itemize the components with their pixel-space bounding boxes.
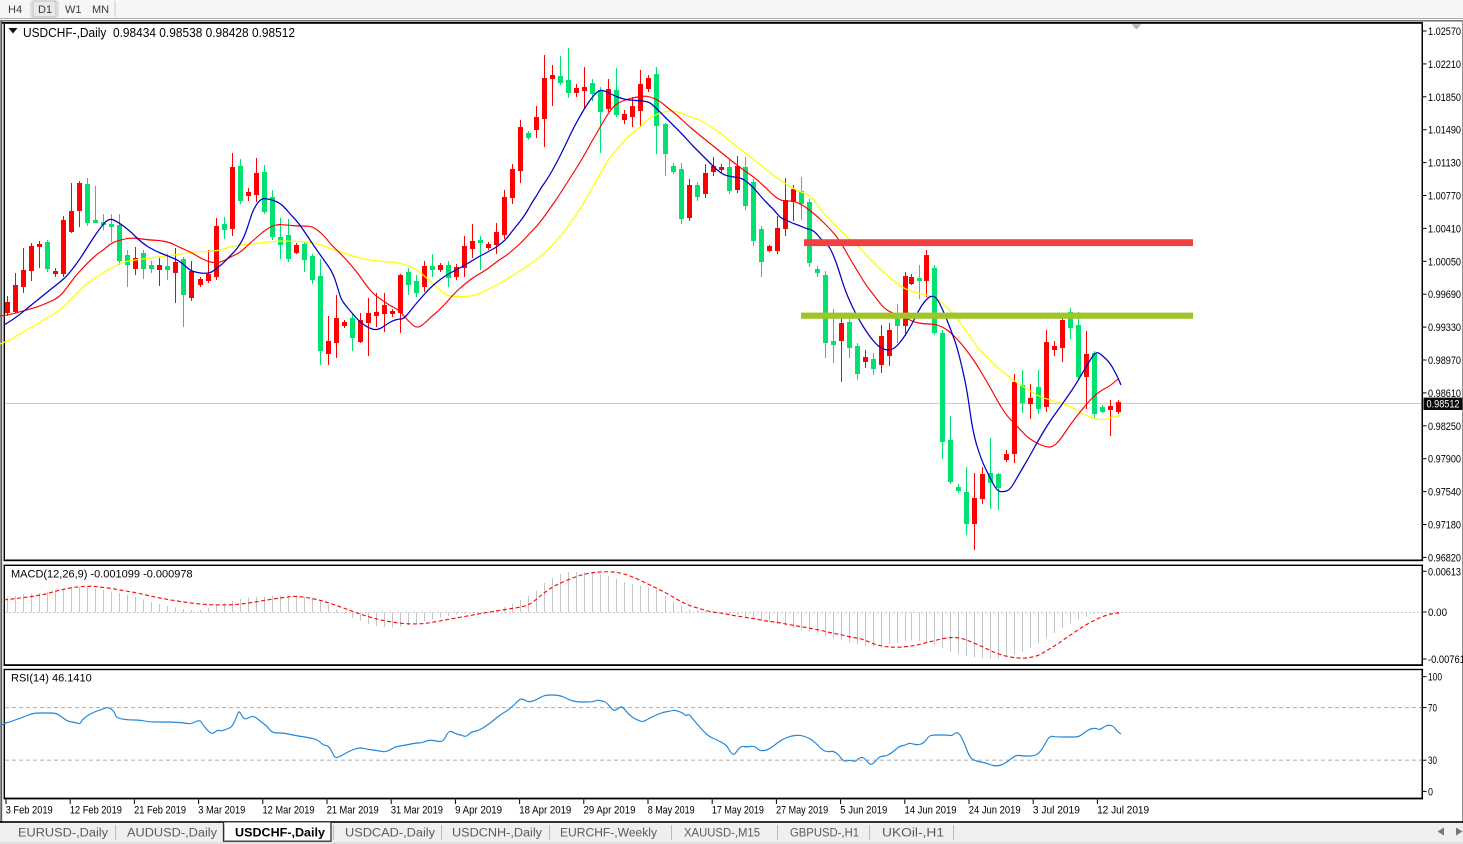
svg-text:0.00613: 0.00613 [1428, 566, 1461, 578]
svg-text:USDCHF-,Daily 0.98434 0.98538: USDCHF-,Daily 0.98434 0.98538 0.98428 0.… [23, 26, 295, 40]
svg-text:0.97900: 0.97900 [1428, 454, 1461, 466]
svg-text:12 Mar 2019: 12 Mar 2019 [263, 805, 315, 817]
svg-text:0.96820: 0.96820 [1428, 552, 1461, 564]
svg-text:1.01850: 1.01850 [1428, 92, 1461, 104]
svg-text:27 May 2019: 27 May 2019 [776, 805, 828, 817]
svg-text:30: 30 [1428, 755, 1437, 767]
svg-text:1.00050: 1.00050 [1428, 256, 1461, 268]
svg-text:0.99690: 0.99690 [1428, 289, 1461, 301]
svg-text:USDCAD-,Daily: USDCAD-,Daily [345, 828, 435, 840]
svg-text:21 Mar 2019: 21 Mar 2019 [327, 805, 379, 817]
svg-text:RSI(14) 46.1410: RSI(14) 46.1410 [11, 673, 92, 685]
svg-text:29 Apr 2019: 29 Apr 2019 [584, 805, 636, 817]
svg-text:100: 100 [1428, 672, 1442, 684]
svg-text:H4: H4 [8, 4, 22, 16]
svg-text:-0.007612: -0.007612 [1428, 654, 1463, 666]
svg-text:18 Apr 2019: 18 Apr 2019 [519, 805, 571, 817]
svg-text:1.02570: 1.02570 [1428, 26, 1461, 38]
svg-text:0.98970: 0.98970 [1428, 355, 1461, 367]
svg-text:XAUUSD-,M15: XAUUSD-,M15 [684, 828, 760, 840]
svg-text:3 Jul 2019: 3 Jul 2019 [1033, 805, 1080, 817]
svg-text:0.97180: 0.97180 [1428, 520, 1461, 532]
svg-text:70: 70 [1428, 703, 1437, 715]
svg-text:1.00770: 1.00770 [1428, 191, 1461, 203]
svg-text:GBPUSD-,H1: GBPUSD-,H1 [790, 828, 859, 840]
svg-text:21 Feb 2019: 21 Feb 2019 [134, 805, 186, 817]
svg-text:MN: MN [92, 4, 109, 16]
svg-text:AUDUSD-,Daily: AUDUSD-,Daily [127, 828, 217, 840]
svg-text:USDCNH-,Daily: USDCNH-,Daily [452, 828, 542, 840]
svg-text:31 Mar 2019: 31 Mar 2019 [391, 805, 443, 817]
svg-text:12 Feb 2019: 12 Feb 2019 [70, 805, 122, 817]
svg-text:EURUSD-,Daily: EURUSD-,Daily [18, 828, 108, 840]
svg-text:17 May 2019: 17 May 2019 [712, 805, 764, 817]
svg-text:8 May 2019: 8 May 2019 [648, 805, 695, 817]
svg-text:0.00: 0.00 [1428, 607, 1447, 619]
svg-text:1.00410: 1.00410 [1428, 223, 1461, 235]
svg-text:UKOil-,H1: UKOil-,H1 [882, 828, 944, 840]
svg-text:1.01490: 1.01490 [1428, 125, 1461, 137]
svg-text:0.98250: 0.98250 [1428, 421, 1461, 433]
svg-text:D1: D1 [38, 4, 52, 16]
svg-text:12 Jul 2019: 12 Jul 2019 [1097, 805, 1149, 817]
svg-text:0: 0 [1428, 786, 1433, 798]
svg-text:3 Mar 2019: 3 Mar 2019 [198, 805, 245, 817]
svg-text:1.01130: 1.01130 [1428, 158, 1461, 170]
svg-text:0.97540: 0.97540 [1428, 487, 1461, 499]
svg-text:USDCHF-,Daily: USDCHF-,Daily [235, 828, 326, 840]
svg-text:14 Jun 2019: 14 Jun 2019 [905, 805, 957, 817]
svg-text:0.99330: 0.99330 [1428, 322, 1461, 334]
svg-text:24 Jun 2019: 24 Jun 2019 [969, 805, 1021, 817]
svg-text:MACD(12,26,9) -0.001099 -0.000: MACD(12,26,9) -0.001099 -0.000978 [11, 569, 193, 581]
svg-text:5 Jun 2019: 5 Jun 2019 [840, 805, 887, 817]
svg-text:1.02210: 1.02210 [1428, 59, 1461, 71]
svg-text:0.98512: 0.98512 [1427, 398, 1460, 410]
svg-text:W1: W1 [65, 4, 82, 16]
svg-text:0.98610: 0.98610 [1428, 388, 1461, 400]
svg-text:9 Apr 2019: 9 Apr 2019 [455, 805, 502, 817]
svg-text:3 Feb 2019: 3 Feb 2019 [6, 805, 53, 817]
svg-text:EURCHF-,Weekly: EURCHF-,Weekly [560, 828, 657, 840]
